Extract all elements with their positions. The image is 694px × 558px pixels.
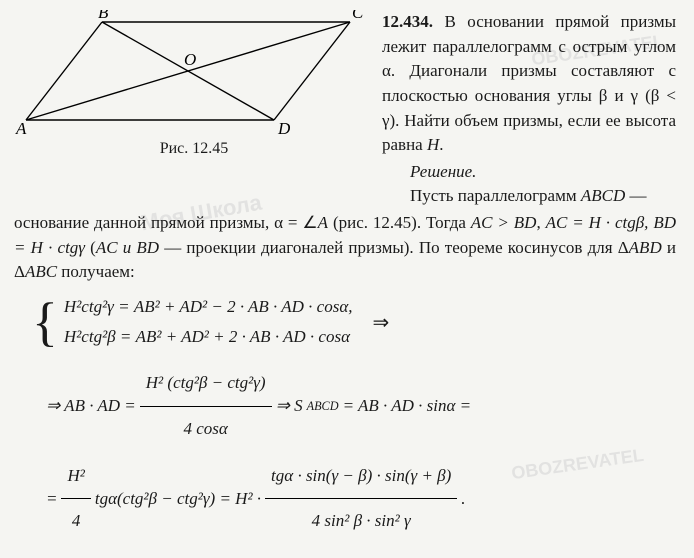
system-brace: { <box>32 295 58 349</box>
equation-system: { H²ctg²γ = AB² + AD² − 2 · AB · AD · co… <box>32 295 676 349</box>
solution-body: основание данной прямой призмы, α = ∠A (… <box>14 211 676 285</box>
fraction: H² 4 <box>61 456 90 543</box>
system-eq-1: H²ctg²γ = AB² + AD² − 2 · AB · AD · cosα… <box>64 297 353 317</box>
page-content: A B C D O Рис. 12.45 12.434. В основании пря… <box>0 0 694 558</box>
parallelogram-figure: A B C D O <box>14 10 364 136</box>
result-derivation: ⇒ AB · AD = H² (ctg²β − ctg²γ) 4 cosα ⇒ … <box>46 363 676 542</box>
fraction: tgα · sin(γ − β) · sin(γ + β) 4 sin² β ·… <box>265 456 457 543</box>
result-row-1: ⇒ AB · AD = H² (ctg²β − ctg²γ) 4 cosα ⇒ … <box>46 363 676 450</box>
problem-column: 12.434. В основании прямой призмы лежит … <box>374 10 676 209</box>
svg-text:B: B <box>98 10 109 22</box>
problem-statement: 12.434. В основании прямой призмы лежит … <box>382 10 676 158</box>
problem-number: 12.434. <box>382 12 433 31</box>
fraction: H² (ctg²β − ctg²γ) 4 cosα <box>140 363 272 450</box>
result-row-2: = H² 4 tgα(ctg²β − ctg²γ) = H² · tgα · s… <box>46 456 676 543</box>
svg-text:C: C <box>352 10 364 22</box>
figure-column: A B C D O Рис. 12.45 <box>14 10 374 209</box>
svg-text:A: A <box>15 119 27 136</box>
system-eq-2: H²ctg²β = AB² + AD² + 2 · AB · AD · cosα <box>64 327 353 347</box>
solution-label: Решение. <box>382 160 676 185</box>
figure-caption: Рис. 12.45 <box>14 140 374 158</box>
svg-text:O: O <box>184 50 196 69</box>
implies-arrow: ⇒ <box>373 310 390 335</box>
intro-line-1: Пусть параллелограмм ABCD — <box>382 184 676 209</box>
svg-text:D: D <box>277 119 291 136</box>
